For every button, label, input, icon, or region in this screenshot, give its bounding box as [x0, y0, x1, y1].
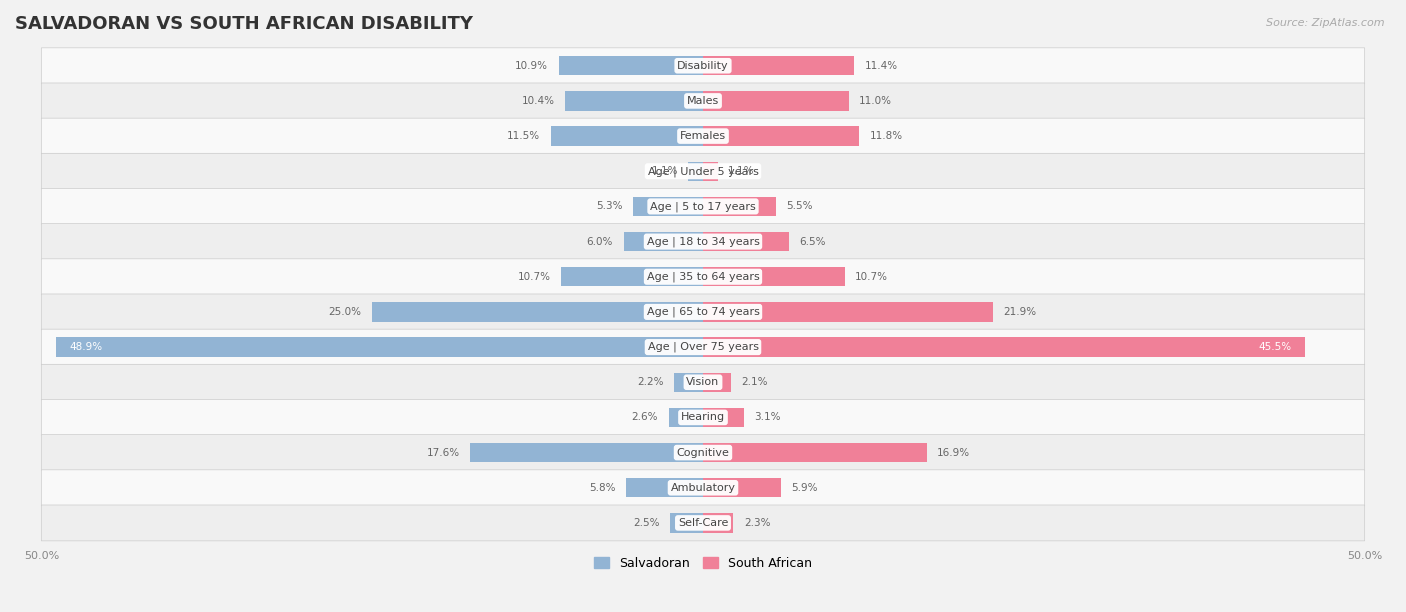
FancyBboxPatch shape: [41, 329, 1365, 365]
Text: Hearing: Hearing: [681, 412, 725, 422]
Text: Age | 5 to 17 years: Age | 5 to 17 years: [650, 201, 756, 212]
Bar: [703, 196, 776, 216]
Text: 45.5%: 45.5%: [1258, 342, 1292, 352]
Text: 48.9%: 48.9%: [69, 342, 103, 352]
Bar: [633, 196, 703, 216]
Bar: [56, 337, 703, 357]
Text: 11.8%: 11.8%: [870, 131, 903, 141]
Bar: [565, 91, 703, 111]
Legend: Salvadoran, South African: Salvadoran, South African: [589, 552, 817, 575]
FancyBboxPatch shape: [41, 400, 1365, 435]
Bar: [470, 443, 703, 462]
Bar: [703, 91, 849, 111]
Bar: [703, 373, 731, 392]
Text: 3.1%: 3.1%: [755, 412, 782, 422]
Text: Cognitive: Cognitive: [676, 447, 730, 458]
FancyBboxPatch shape: [41, 188, 1365, 225]
Text: Source: ZipAtlas.com: Source: ZipAtlas.com: [1267, 18, 1385, 28]
FancyBboxPatch shape: [41, 294, 1365, 330]
Text: Ambulatory: Ambulatory: [671, 483, 735, 493]
Text: 10.7%: 10.7%: [855, 272, 889, 282]
Text: 11.5%: 11.5%: [508, 131, 540, 141]
Bar: [703, 513, 734, 532]
Bar: [626, 478, 703, 498]
Text: 16.9%: 16.9%: [938, 447, 970, 458]
Text: 6.5%: 6.5%: [800, 237, 827, 247]
Bar: [703, 232, 789, 252]
FancyBboxPatch shape: [41, 505, 1365, 541]
Text: Age | 18 to 34 years: Age | 18 to 34 years: [647, 236, 759, 247]
Bar: [703, 302, 993, 321]
Bar: [669, 513, 703, 532]
Text: 5.5%: 5.5%: [786, 201, 813, 211]
FancyBboxPatch shape: [41, 435, 1365, 471]
Text: 2.3%: 2.3%: [744, 518, 770, 528]
FancyBboxPatch shape: [41, 470, 1365, 506]
Bar: [703, 267, 845, 286]
Bar: [561, 267, 703, 286]
FancyBboxPatch shape: [41, 364, 1365, 400]
Text: 5.9%: 5.9%: [792, 483, 818, 493]
Bar: [558, 56, 703, 75]
Text: Age | 65 to 74 years: Age | 65 to 74 years: [647, 307, 759, 317]
Bar: [703, 478, 782, 498]
Text: Age | 35 to 64 years: Age | 35 to 64 years: [647, 272, 759, 282]
Bar: [673, 373, 703, 392]
Text: 11.0%: 11.0%: [859, 96, 893, 106]
Text: 11.4%: 11.4%: [865, 61, 897, 71]
Text: 21.9%: 21.9%: [1004, 307, 1036, 317]
Text: Age | Over 75 years: Age | Over 75 years: [648, 342, 758, 353]
FancyBboxPatch shape: [41, 48, 1365, 84]
Bar: [703, 337, 1305, 357]
Text: 25.0%: 25.0%: [329, 307, 361, 317]
Text: 2.1%: 2.1%: [741, 377, 768, 387]
Text: 2.2%: 2.2%: [637, 377, 664, 387]
Text: SALVADORAN VS SOUTH AFRICAN DISABILITY: SALVADORAN VS SOUTH AFRICAN DISABILITY: [15, 15, 472, 33]
Text: 2.6%: 2.6%: [631, 412, 658, 422]
Bar: [703, 162, 717, 181]
Bar: [551, 127, 703, 146]
Bar: [703, 56, 853, 75]
Bar: [624, 232, 703, 252]
Text: 1.1%: 1.1%: [651, 166, 678, 176]
FancyBboxPatch shape: [41, 118, 1365, 154]
FancyBboxPatch shape: [41, 223, 1365, 259]
Text: 6.0%: 6.0%: [586, 237, 613, 247]
FancyBboxPatch shape: [41, 154, 1365, 189]
Text: 2.5%: 2.5%: [633, 518, 659, 528]
Text: Disability: Disability: [678, 61, 728, 71]
FancyBboxPatch shape: [41, 83, 1365, 119]
Bar: [373, 302, 703, 321]
Text: 10.4%: 10.4%: [522, 96, 555, 106]
Text: Females: Females: [681, 131, 725, 141]
Bar: [703, 443, 927, 462]
Text: Vision: Vision: [686, 377, 720, 387]
Text: 10.9%: 10.9%: [515, 61, 548, 71]
Bar: [703, 127, 859, 146]
Text: Self-Care: Self-Care: [678, 518, 728, 528]
Text: Males: Males: [688, 96, 718, 106]
Text: 10.7%: 10.7%: [517, 272, 551, 282]
FancyBboxPatch shape: [41, 259, 1365, 295]
Text: 5.8%: 5.8%: [589, 483, 616, 493]
Text: 1.1%: 1.1%: [728, 166, 755, 176]
Text: 17.6%: 17.6%: [426, 447, 460, 458]
Text: Age | Under 5 years: Age | Under 5 years: [648, 166, 758, 176]
Bar: [669, 408, 703, 427]
Text: 5.3%: 5.3%: [596, 201, 623, 211]
Bar: [703, 408, 744, 427]
Bar: [689, 162, 703, 181]
